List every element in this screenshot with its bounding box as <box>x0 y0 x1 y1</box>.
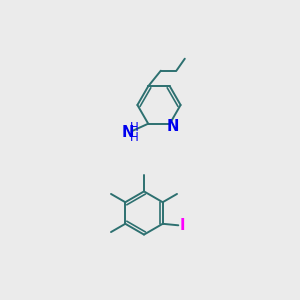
Text: H: H <box>130 131 139 144</box>
Text: I: I <box>180 218 185 233</box>
Text: H: H <box>130 121 139 134</box>
Text: N: N <box>122 125 134 140</box>
Text: N: N <box>166 119 179 134</box>
